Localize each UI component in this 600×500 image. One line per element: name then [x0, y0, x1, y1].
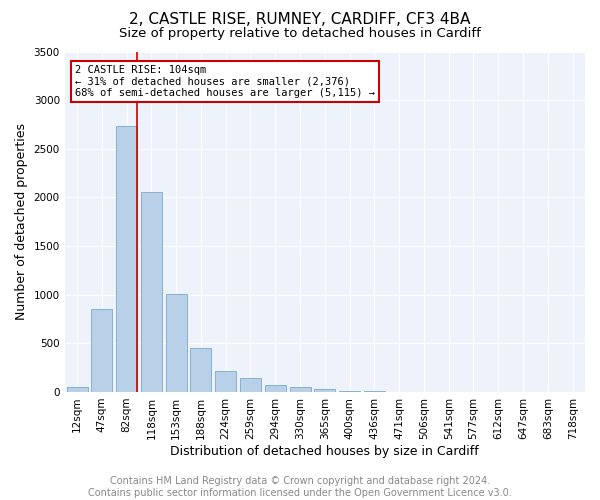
Y-axis label: Number of detached properties: Number of detached properties — [15, 123, 28, 320]
Bar — [215, 371, 236, 392]
Bar — [240, 378, 261, 392]
Bar — [314, 389, 335, 392]
Bar — [91, 310, 112, 392]
Bar — [166, 294, 187, 392]
Text: Size of property relative to detached houses in Cardiff: Size of property relative to detached ho… — [119, 28, 481, 40]
Text: Contains HM Land Registry data © Crown copyright and database right 2024.
Contai: Contains HM Land Registry data © Crown c… — [88, 476, 512, 498]
Bar — [116, 126, 137, 392]
Text: 2 CASTLE RISE: 104sqm
← 31% of detached houses are smaller (2,376)
68% of semi-d: 2 CASTLE RISE: 104sqm ← 31% of detached … — [75, 65, 375, 98]
Bar — [265, 385, 286, 392]
Bar — [339, 391, 360, 392]
Bar — [141, 192, 162, 392]
X-axis label: Distribution of detached houses by size in Cardiff: Distribution of detached houses by size … — [170, 444, 479, 458]
Bar — [290, 386, 311, 392]
Bar — [67, 386, 88, 392]
Bar — [190, 348, 211, 392]
Text: 2, CASTLE RISE, RUMNEY, CARDIFF, CF3 4BA: 2, CASTLE RISE, RUMNEY, CARDIFF, CF3 4BA — [130, 12, 470, 28]
